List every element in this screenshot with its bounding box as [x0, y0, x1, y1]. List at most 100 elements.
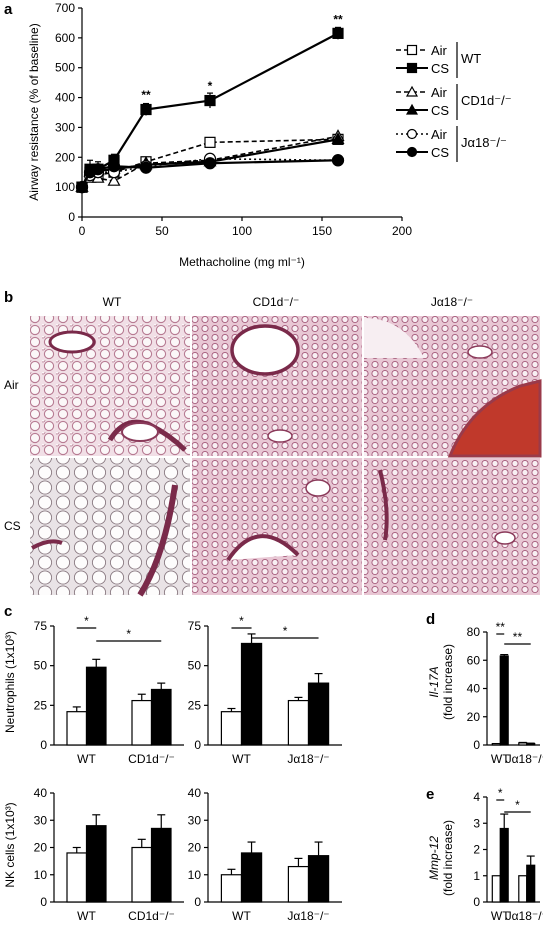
nk-cells-cd1d-chart: 0 10 20 30 40 WT CD1d⁻/⁻ — [34, 786, 184, 923]
ce-bar — [526, 864, 536, 903]
ce-bar — [499, 827, 509, 903]
histology-image-cd1d-air — [192, 316, 362, 456]
legend-marker — [406, 62, 418, 74]
ce-y-tick-label: 0 — [473, 895, 480, 909]
chart-a-y-tick-label: 600 — [55, 31, 75, 45]
chart-a-point — [107, 173, 121, 186]
c2-y-tick-label: 75 — [188, 619, 202, 633]
legend-marker — [406, 44, 418, 56]
c2-significance: * — [283, 624, 288, 638]
c4-y-tick-label: 20 — [188, 841, 202, 855]
chart-e-ylabel: (fold increase) — [441, 820, 455, 896]
histology-grid: WT CD1d⁻/⁻ Jα18⁻/⁻ Air CS — [4, 295, 542, 597]
c1-bar — [66, 711, 88, 746]
chart-a-ylabel: Airway resistance (% of baseline) — [27, 23, 41, 200]
histology-col-cd1d: CD1d⁻/⁻ — [253, 295, 300, 309]
chart-a-point — [91, 163, 105, 176]
cd-y-tick-label: 80 — [467, 625, 481, 639]
ce-y-tick-label: 2 — [473, 843, 480, 857]
c3-x-tick-label: CD1d⁻/⁻ — [128, 909, 175, 923]
c1-x-tick-label: WT — [77, 752, 96, 766]
chart-a-xlabel: Methacholine (mg ml⁻¹) — [179, 255, 305, 269]
neutrophils-cd1d-chart: 0 25 50 75 WT CD1d⁻/⁻ * * — [34, 614, 184, 766]
histology-image-ja18-air — [364, 316, 542, 458]
c1-significance: * — [84, 614, 89, 628]
c2-significance: * — [239, 614, 244, 628]
chart-a-point — [203, 157, 217, 170]
ce-y-tick-label: 4 — [473, 790, 480, 804]
panel-label-d: d — [426, 611, 435, 628]
histology-image-wt-cs — [30, 458, 190, 597]
chart-d-ylabel: (fold increase) — [441, 644, 455, 720]
panel-label-b: b — [4, 289, 13, 306]
histology-image-ja18-cs — [364, 458, 540, 595]
chart-a-significance: * — [208, 79, 213, 93]
c4-bar — [220, 874, 243, 903]
c2-y-tick-label: 0 — [194, 738, 201, 752]
chart-a-y-tick-label: 700 — [55, 1, 75, 15]
cd-bar — [499, 655, 509, 746]
c3-bar — [131, 846, 153, 903]
legend-label: Air — [431, 43, 448, 58]
chart-a-y-tick-label: 100 — [55, 180, 75, 194]
cd-bar — [491, 742, 501, 746]
chart-a-point — [139, 161, 153, 174]
chart-a-point — [331, 154, 345, 167]
c2-x-tick-label: WT — [232, 752, 251, 766]
chart-a-x-tick-label: 100 — [232, 224, 252, 238]
ce-x-tick-label: Jα18⁻/⁻ — [506, 909, 543, 923]
chart-a-point — [204, 136, 216, 148]
histology-row-cs: CS — [4, 519, 21, 533]
histology-image-cd1d-cs — [192, 458, 362, 595]
ce-y-tick-label: 1 — [473, 869, 480, 883]
legend-group-label: CD1d⁻/⁻ — [461, 93, 512, 108]
chart-a-x-tick-label: 150 — [312, 224, 332, 238]
c1-x-tick-label: CD1d⁻/⁻ — [128, 752, 175, 766]
histology-image-wt-air — [30, 316, 190, 456]
panel-label-a: a — [4, 1, 13, 18]
c4-bar — [287, 865, 310, 903]
c4-x-tick-label: Jα18⁻/⁻ — [287, 909, 329, 923]
c4-y-tick-label: 40 — [188, 786, 202, 800]
chart-a-point — [332, 27, 344, 39]
ce-bar — [491, 875, 501, 903]
c1-bar — [85, 666, 107, 746]
chart-a-point — [331, 132, 345, 144]
chart-e-ylabel-gene: Mmp-12 — [427, 836, 441, 880]
c2-bar — [220, 711, 243, 746]
legend-group-label: Jα18⁻/⁻ — [461, 135, 507, 150]
c4-bar — [240, 852, 263, 903]
chart-a-y-tick-label: 200 — [55, 150, 75, 164]
chart-a-x-tick-label: 200 — [392, 224, 412, 238]
histology-col-ja18: Jα18⁻/⁻ — [431, 295, 473, 309]
c3-bar — [85, 825, 107, 903]
ce-bar — [518, 875, 528, 903]
c3-bar — [66, 852, 88, 903]
cd-y-tick-label: 40 — [467, 682, 481, 696]
c1-y-tick-label: 0 — [40, 738, 47, 752]
c1-y-tick-label: 75 — [34, 619, 48, 633]
c3-bar — [150, 827, 172, 903]
legend-label: CS — [431, 61, 449, 76]
cd-y-tick-label: 60 — [467, 653, 481, 667]
chart-a-x-tick-label: 50 — [155, 224, 169, 238]
c2-bar — [287, 699, 310, 746]
cd-significance: ** — [496, 620, 506, 634]
cd-significance: ** — [513, 630, 523, 644]
c4-y-tick-label: 10 — [188, 868, 202, 882]
chart-a-legend: Air CS Air CS Air CS WT CD1d⁻/⁻ Jα18⁻/⁻ — [396, 42, 512, 162]
c4-y-tick-label: 30 — [188, 813, 202, 827]
chart-a-significance: ** — [141, 88, 151, 102]
legend-marker — [406, 128, 418, 140]
histology-col-wt: WT — [103, 295, 122, 309]
legend-label: CS — [431, 145, 449, 160]
chart-a-x-tick-label: 0 — [79, 224, 86, 238]
c1-bar — [150, 688, 172, 746]
c2-y-tick-label: 25 — [188, 698, 202, 712]
nk-cells-ja18-chart: 0 10 20 30 40 WT Jα18⁻/⁻ — [188, 786, 342, 923]
legend-marker — [405, 103, 419, 115]
c2-y-tick-label: 50 — [188, 659, 202, 673]
cd-x-tick-label: Jα18⁻/⁻ — [506, 752, 543, 766]
